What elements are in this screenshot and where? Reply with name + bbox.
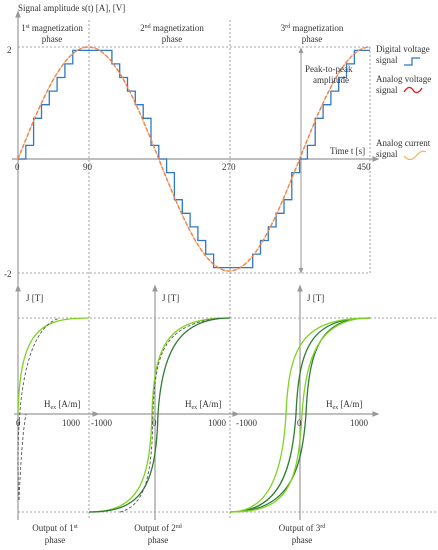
legend-digital-swatch: [404, 57, 420, 66]
panel2-dashed-reference: [119, 317, 221, 513]
phase3-label-line2: phase: [302, 34, 323, 44]
panel3-pos-tick: 1000: [350, 418, 369, 428]
phase2-label-line2: phase: [162, 34, 183, 44]
x-tick-0: 0: [15, 162, 20, 172]
panel1-y-label: J [T]: [26, 293, 43, 303]
legend-analog-voltage-line2: signal: [376, 85, 398, 95]
panel2-descending-branch: [88, 317, 231, 513]
peak-label-line2: amplitude: [313, 75, 349, 85]
panel3-dark-branch-a: [229, 317, 371, 513]
panel1-caption-line2: phase: [45, 535, 66, 545]
panel2-y-label: J [T]: [162, 293, 179, 303]
panel3-x-label: Hex [A/m]: [326, 399, 362, 411]
panel1-pos-tick: 1000: [62, 418, 81, 428]
panel2-ascending-branch: [88, 317, 231, 513]
x-tick-270: 270: [222, 162, 236, 172]
panel2-neg-tick: -1000: [91, 418, 112, 428]
y-tick-2: 2: [7, 45, 12, 55]
legend-analog-current-line1: Analog current: [376, 138, 431, 148]
legend-digital-line2: signal: [376, 55, 398, 65]
panel3-light-branch-b: [229, 317, 371, 513]
legend-analog-current-swatch: [403, 150, 427, 161]
legend-analog-voltage-line1: Analog voltage: [376, 74, 431, 84]
panel1-x-label: Hex [A/m]: [44, 399, 80, 411]
panel2-caption-line2: phase: [148, 535, 169, 545]
top-x-axis-label: Time t [s]: [330, 146, 365, 156]
panel2-caption-line1: Output of 2nd: [134, 523, 182, 533]
panel3-dark-branch-b: [229, 317, 371, 513]
phase2-label-line1: 2nd magnetization: [140, 23, 204, 33]
panel2-x-label: Hex [A/m]: [185, 399, 221, 411]
panel3-caption-line1: Output of 3rd: [279, 523, 326, 533]
y-tick-neg2: -2: [4, 269, 12, 279]
panel3-caption-line2: phase: [292, 535, 313, 545]
analog-current-signal: [17, 46, 371, 272]
phase1-label-line1: 1st magnetization: [21, 23, 83, 33]
digital-voltage-signal: [18, 49, 370, 269]
top-y-axis-label: Signal amplitude s(t) [A], [V]: [18, 3, 125, 13]
panel3-light-branch-a: [229, 317, 371, 513]
panel1-dashed-reference-low: [18, 413, 27, 501]
panel2-zero: 0: [152, 418, 157, 428]
panel2-pos-tick: 1000: [208, 418, 227, 428]
phase3-label-line1: 3rd magnetization: [281, 23, 344, 33]
x-tick-450: 450: [357, 162, 371, 172]
panel3-neg-tick: -1000: [236, 418, 257, 428]
top-signal-chart: Signal amplitude s(t) [A], [V] Time t [s…: [4, 3, 431, 520]
panel1-zero: 0: [16, 418, 21, 428]
x-tick-90: 90: [83, 162, 93, 172]
panel1-caption-line1: Output of 1st: [32, 523, 78, 533]
panel3-y-label: J [T]: [307, 293, 324, 303]
panel3-zero: 0: [297, 418, 302, 428]
legend-analog-current-line2: signal: [376, 149, 398, 159]
hysteresis-panels: J [T] J [T] J [T] Hex [A/m] Hex [A/m] He…: [14, 284, 438, 545]
legend-digital-line1: Digital voltage: [376, 44, 430, 54]
panel1-initial-curve: [17, 317, 90, 415]
peak-label-line1: Peak-to-peak: [305, 64, 353, 74]
phase1-label-line2: phase: [42, 34, 63, 44]
legend: Digital voltage signal Analog voltage si…: [376, 44, 431, 161]
legend-analog-voltage-swatch: [403, 86, 423, 94]
